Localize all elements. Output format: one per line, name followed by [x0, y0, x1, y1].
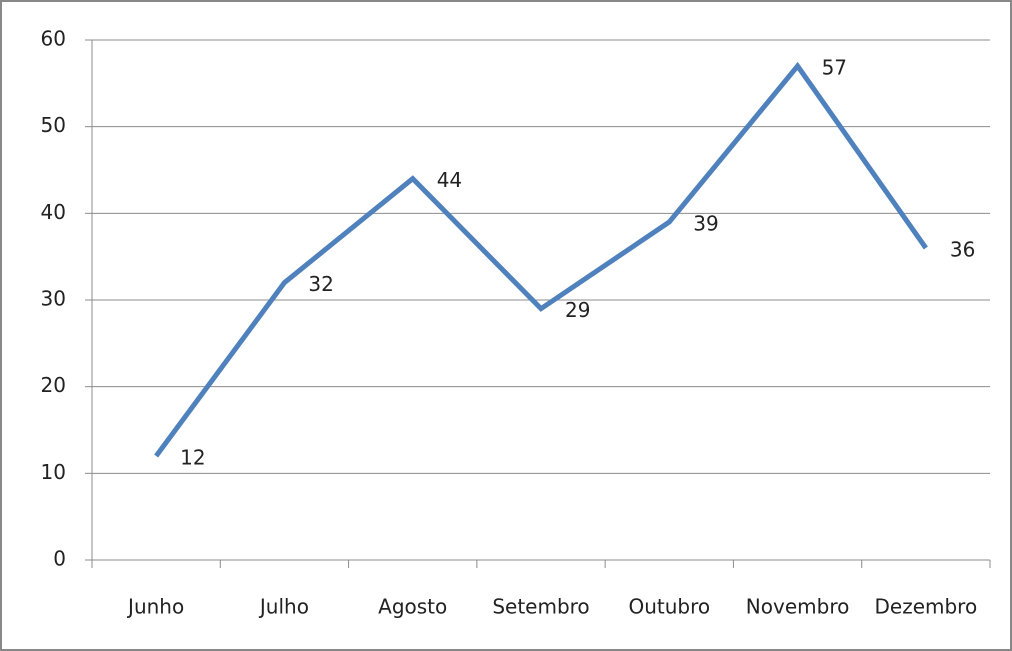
x-tick-label: Julho — [258, 595, 309, 619]
x-tick-label: Outubro — [628, 595, 710, 619]
y-tick-label: 20 — [41, 373, 66, 397]
data-label: 32 — [308, 272, 333, 296]
x-tick-label: Novembro — [746, 595, 850, 619]
data-label: 57 — [822, 56, 847, 80]
x-tick-label: Junho — [126, 595, 184, 619]
data-label: 29 — [565, 298, 590, 322]
data-label: 12 — [180, 446, 205, 470]
x-tick-label: Agosto — [378, 595, 447, 619]
x-tick-label: Setembro — [492, 595, 589, 619]
x-tick-label: Dezembro — [874, 595, 977, 619]
y-tick-label: 50 — [41, 113, 66, 137]
y-tick-label: 60 — [41, 27, 66, 51]
y-tick-label: 30 — [41, 287, 66, 311]
y-tick-label: 10 — [41, 460, 66, 484]
line — [154, 61, 928, 458]
y-tick-label: 40 — [41, 200, 66, 224]
data-label: 36 — [950, 238, 975, 262]
data-label: 44 — [437, 168, 462, 192]
y-tick-label: 0 — [53, 547, 66, 571]
data-label: 39 — [693, 212, 718, 236]
